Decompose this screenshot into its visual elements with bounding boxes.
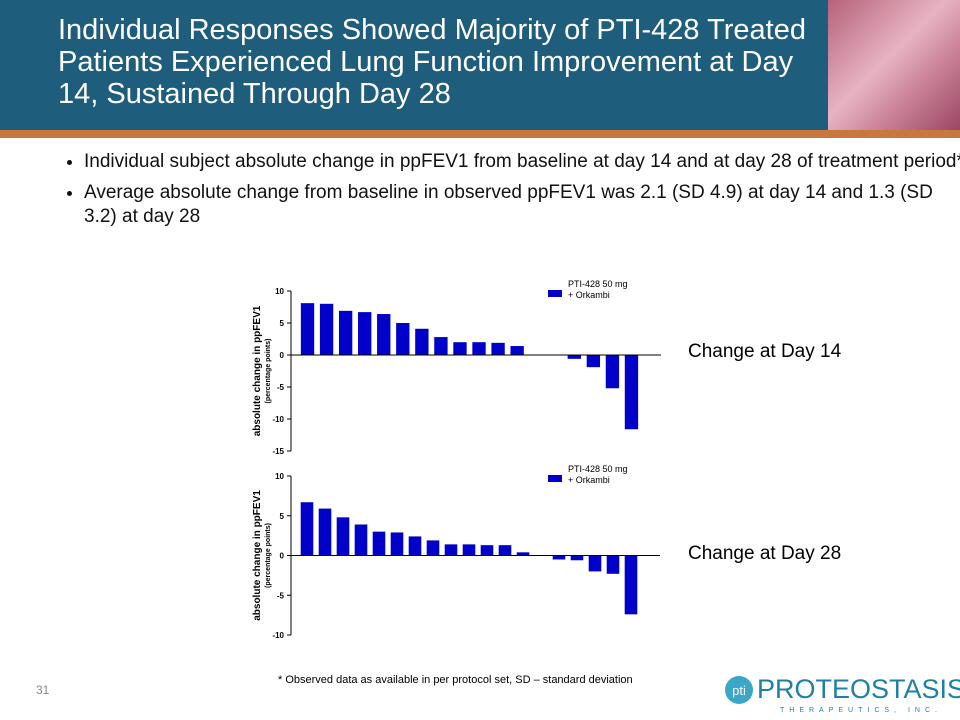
y-tick-label: 0 (280, 351, 285, 360)
footnote: * Observed data as available in per prot… (278, 674, 633, 686)
bar (354, 524, 368, 556)
legend-line: + Orkambi (568, 475, 610, 485)
bar (408, 536, 422, 556)
legend-label: PTI-428 50 mg + Orkambi (568, 279, 628, 300)
y-tick-label: -10 (272, 631, 284, 640)
bar (300, 502, 314, 556)
bar (300, 303, 315, 355)
bar (498, 545, 512, 556)
header-band (0, 0, 960, 130)
bar (372, 531, 386, 556)
y-tick-label: 5 (280, 319, 285, 328)
bar (480, 545, 494, 556)
bar (491, 342, 505, 355)
y-tick-label: -15 (272, 447, 284, 456)
annotation: Change at Day 14 (688, 341, 842, 362)
bar (390, 532, 404, 556)
legend-line: PTI-428 50 mg (568, 464, 628, 474)
page-number: 31 (36, 683, 50, 697)
bar (605, 355, 620, 389)
bar (552, 555, 566, 560)
y-tick-label: -5 (277, 591, 285, 600)
bar (472, 342, 486, 355)
bar (624, 555, 638, 615)
bullet-list: Individual subject absolute change in pp… (48, 150, 960, 236)
bar (336, 517, 350, 556)
bullet: Average absolute change from baseline in… (84, 181, 960, 229)
bar (510, 346, 524, 355)
bar (624, 355, 639, 430)
y-tick-label: 0 (280, 552, 285, 561)
bar (338, 310, 353, 355)
bar (318, 508, 332, 556)
bar (453, 342, 467, 355)
bar (426, 540, 440, 556)
bar (516, 552, 530, 556)
slide-title: Individual Responses Showed Majority of … (58, 14, 806, 110)
logo-mark (725, 676, 753, 704)
bar (358, 312, 372, 355)
bar (377, 314, 391, 355)
y-tick-label: -10 (272, 415, 284, 424)
bar (415, 328, 429, 355)
bullet: Individual subject absolute change in pp… (84, 150, 960, 174)
logo-tagline: THERAPEUTICS, INC. (780, 707, 942, 714)
bar (586, 355, 601, 368)
y-axis-sublabel: (percentage points) (265, 523, 272, 588)
bar (588, 555, 602, 572)
y-tick-label: -5 (277, 383, 285, 392)
bar (434, 337, 448, 355)
bar (567, 355, 581, 359)
y-axis-sublabel: (percentage points) (265, 339, 272, 404)
logo-name: PROTEOSTASIS (757, 674, 960, 704)
bar (570, 555, 584, 561)
bar (462, 544, 476, 556)
y-axis-label: absolute change in ppFEV1 (252, 490, 263, 621)
bar (396, 323, 410, 355)
y-tick-label: 10 (275, 472, 284, 481)
legend-line: PTI-428 50 mg (568, 279, 628, 289)
bar (444, 544, 458, 556)
legend-swatch (548, 475, 562, 482)
logo-mark-text: pti (732, 683, 746, 698)
legend-swatch (548, 290, 562, 297)
y-tick-label: 10 (275, 287, 284, 296)
legend-label: PTI-428 50 mg + Orkambi (568, 464, 628, 485)
y-tick-label: 5 (280, 512, 285, 521)
annotation: Change at Day 28 (688, 543, 841, 564)
bar (319, 303, 334, 355)
header-image (828, 0, 960, 130)
legend-line: + Orkambi (568, 290, 610, 300)
y-axis-label: absolute change in ppFEV1 (252, 305, 263, 436)
header-rule (0, 130, 960, 138)
bar (606, 555, 620, 574)
